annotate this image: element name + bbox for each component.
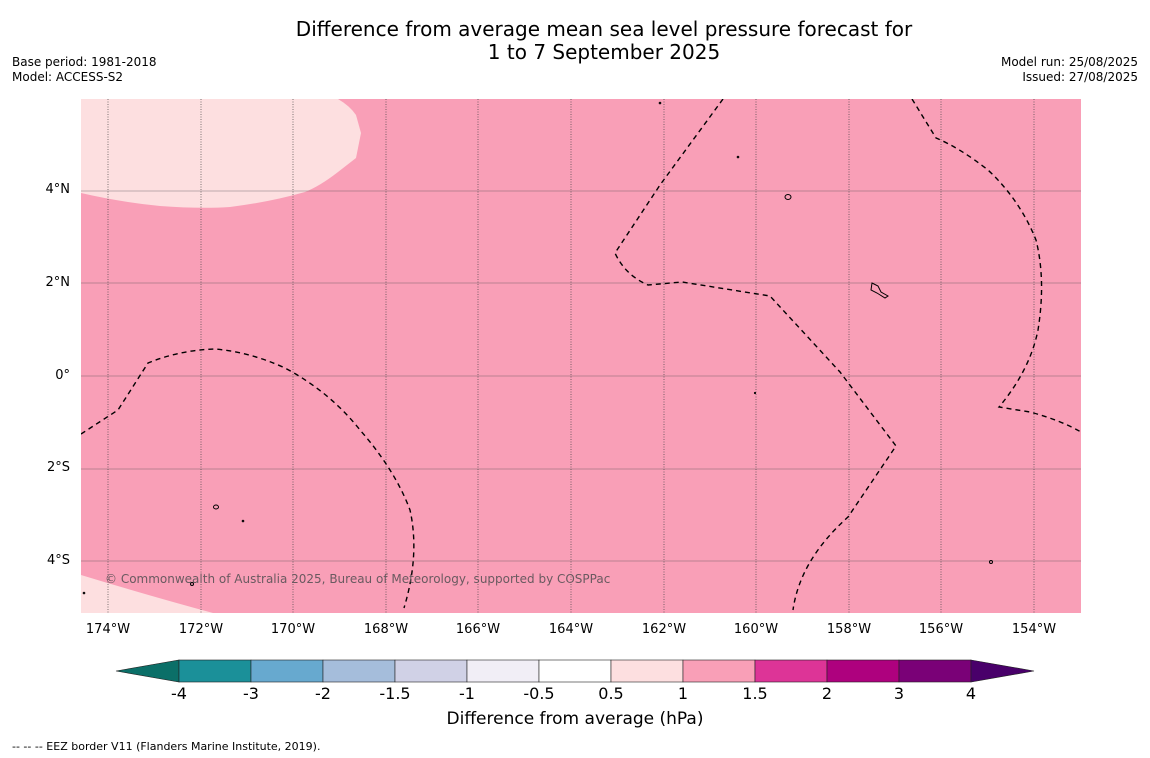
island: [190, 582, 194, 586]
lon-label-160w: 160°W: [733, 622, 779, 637]
colorbar-label: 1: [677, 684, 689, 703]
lon-label-164w: 164°W: [548, 622, 594, 637]
colorbar-label: 1.5: [742, 684, 768, 703]
lat-label-2n: 2°N: [45, 275, 71, 290]
colorbar-label: -0.5: [523, 684, 555, 703]
lon-label-156w: 156°W: [918, 622, 964, 637]
map-area: [81, 99, 1081, 613]
lon-label-166w: 166°W: [455, 622, 501, 637]
base-period: Base period: 1981-2018: [12, 55, 157, 69]
model-run: Model run: 25/08/2025: [1000, 55, 1138, 69]
colorbar-label: 3: [893, 684, 905, 703]
meridians: [107, 99, 1035, 613]
meta-right: Model run: 25/08/2025 Issued: 27/08/2025: [1001, 55, 1138, 85]
lon-label-162w: 162°W: [641, 622, 687, 637]
colorbar-segment: [322, 659, 396, 683]
colorbar-label: 0.5: [598, 684, 624, 703]
island: [241, 519, 245, 523]
colorbar-extend-min: [115, 659, 180, 683]
lon-label-172w: 172°W: [178, 622, 224, 637]
colorbar-segment: [250, 659, 324, 683]
island-atoll: [870, 282, 889, 299]
island: [989, 560, 993, 564]
island: [82, 591, 86, 595]
lat-label-equator: 0°: [55, 368, 70, 383]
colorbar-segment: [394, 659, 468, 683]
island: [736, 155, 740, 159]
colorbar-label: 2: [821, 684, 833, 703]
lon-label-168w: 168°W: [363, 622, 409, 637]
title-line-1: Difference from average mean sea level p…: [295, 17, 913, 41]
anomaly-region-0-5-to-1-south: [81, 575, 213, 613]
eez-footnote: -- -- -- EEZ border V11 (Flanders Marine…: [12, 740, 321, 753]
colorbar-extend-max: [970, 659, 1035, 683]
colorbar-label: -4: [171, 684, 187, 703]
island: [753, 391, 757, 395]
colorbar-segment: [826, 659, 900, 683]
colorbar-segment: [610, 659, 684, 683]
anomaly-region-0-5-to-1-north: [81, 99, 361, 208]
title-line-2: 1 to 7 September 2025: [487, 40, 721, 64]
lon-label-170w: 170°W: [270, 622, 316, 637]
island: [658, 101, 662, 105]
island: [784, 194, 792, 200]
meta-left: Base period: 1981-2018 Model: ACCESS-S2: [12, 55, 157, 85]
lon-label-158w: 158°W: [826, 622, 872, 637]
colorbar-label: -1.5: [379, 684, 411, 703]
colorbar-label: -2: [315, 684, 331, 703]
chart-title: Difference from average mean sea level p…: [0, 18, 1150, 64]
island: [213, 504, 219, 510]
colorbar-title: Difference from average (hPa): [446, 709, 704, 729]
issued-date: Issued: 27/08/2025: [1022, 70, 1138, 84]
islands: [82, 101, 993, 595]
eez-borders: [81, 99, 1081, 611]
eez-border-west: [81, 348, 415, 609]
colorbar-segment: [754, 659, 828, 683]
colorbar-segment: [466, 659, 540, 683]
copyright-notice: © Commonwealth of Australia 2025, Bureau…: [105, 572, 611, 586]
eez-border-central: [614, 99, 897, 611]
colorbar-segment: [178, 659, 252, 683]
colorbar-label: -1: [459, 684, 475, 703]
graticule: [81, 190, 1081, 562]
model-name: Model: ACCESS-S2: [12, 70, 124, 84]
eez-border-east: [911, 99, 1081, 433]
lon-label-154w: 154°W: [1011, 622, 1057, 637]
lat-label-2s: 2°S: [46, 460, 70, 475]
colorbar-label: 4: [965, 684, 977, 703]
colorbar-segment: [898, 659, 972, 683]
colorbar: [115, 659, 1035, 683]
colorbar-label: -3: [243, 684, 259, 703]
colorbar-segment: [682, 659, 756, 683]
lat-label-4n: 4°N: [45, 182, 71, 197]
colorbar-segment: [538, 659, 612, 683]
lon-label-174w: 174°W: [85, 622, 131, 637]
lat-label-4s: 4°S: [46, 553, 70, 568]
